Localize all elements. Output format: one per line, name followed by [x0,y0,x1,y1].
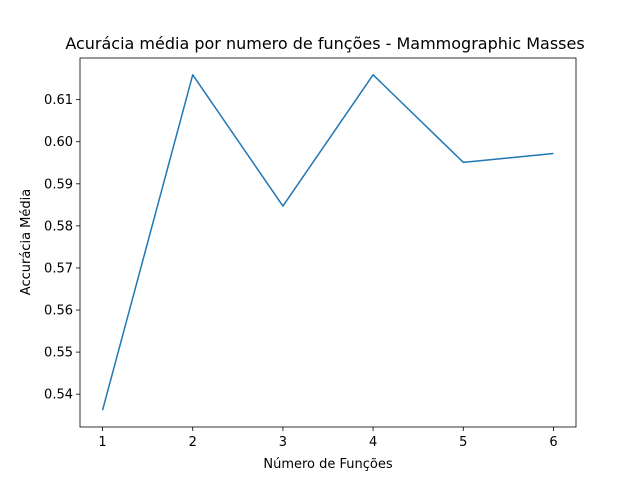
x-tick-label-3: 3 [279,435,287,450]
y-tick-label-0.59: 0.59 [44,177,73,192]
chart-title: Acurácia média por numero de funções - M… [65,34,584,53]
x-tick-label-4: 4 [369,435,377,450]
x-tick-label-2: 2 [189,435,197,450]
plot-area: 1 2 3 4 5 6 0.54 0.55 0.56 0.57 0.58 0.59 0.60 0.61 [44,57,577,450]
y-tick-label-0.54: 0.54 [44,388,73,403]
y-tick-label-0.56: 0.56 [44,304,73,319]
y-tick-label-0.60: 0.60 [44,135,73,150]
y-tick-label-0.55: 0.55 [44,346,73,361]
y-tick-label-0.61: 0.61 [44,93,73,108]
series-line-0 [101,74,554,411]
x-axis-label: Número de Funções [263,457,392,472]
x-tick-label-6: 6 [549,435,557,450]
x-tick-label-5: 5 [459,435,467,450]
y-tick-label-0.57: 0.57 [44,261,73,276]
y-tick-label-0.58: 0.58 [44,219,73,234]
axes-frame [79,57,577,428]
x-tick-label-1: 1 [98,435,106,450]
y-axis-label: Accurácia Média [19,189,34,295]
